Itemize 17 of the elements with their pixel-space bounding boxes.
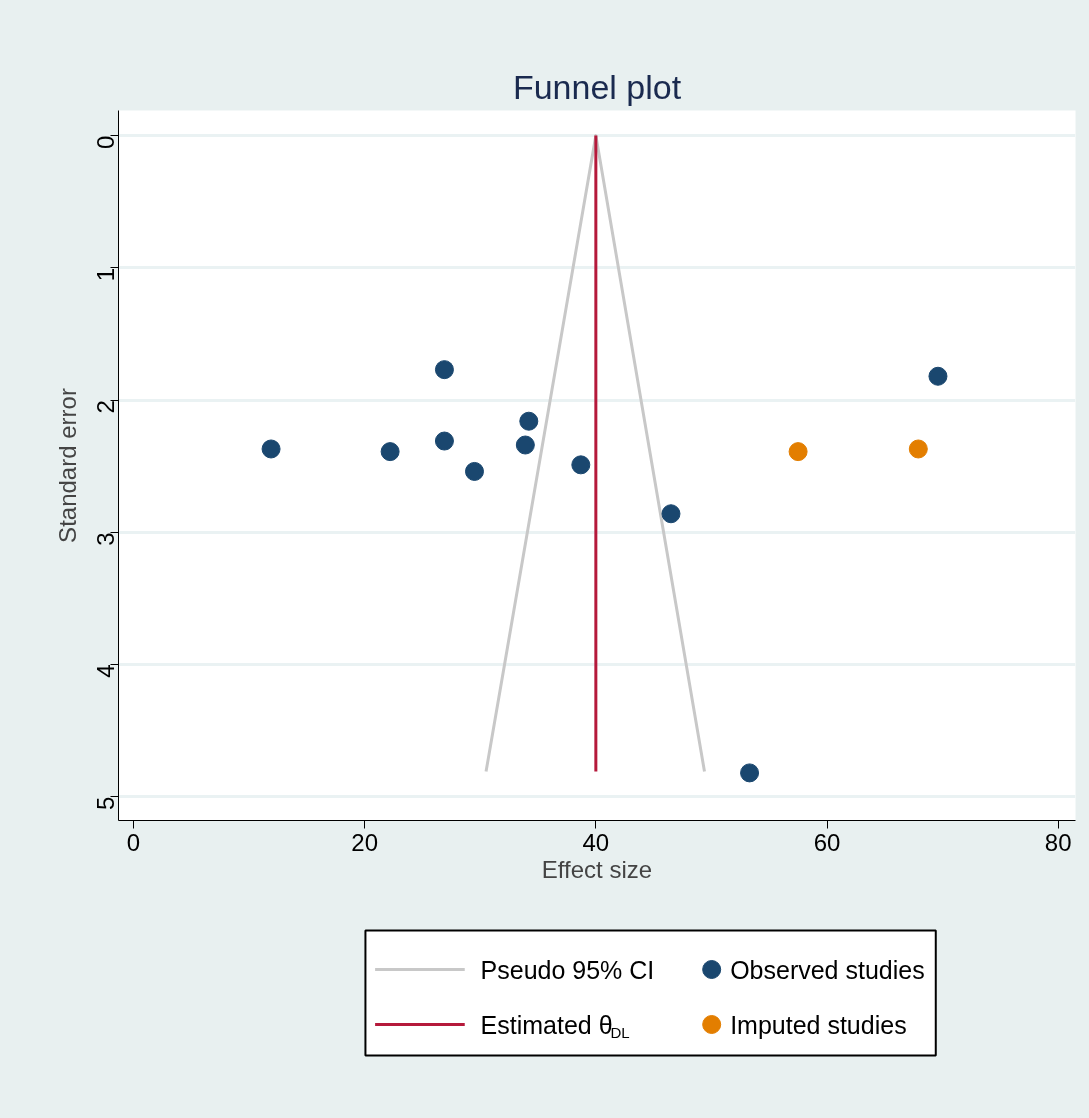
x-tick-label: 20: [351, 828, 379, 856]
y-tick-label: 1: [92, 267, 119, 282]
y-axis-title: Standard error: [53, 388, 81, 543]
x-tick-label: 80: [1044, 828, 1072, 856]
x-axis-title: Effect size: [541, 855, 653, 883]
y-tick-label: 0: [92, 135, 119, 149]
y-tick-label: 2: [92, 400, 119, 414]
legend-label: Pseudo 95% CI: [480, 955, 655, 984]
legend-label: Observed studies: [730, 955, 925, 984]
x-tick-label: 0: [126, 828, 141, 856]
x-tick-label: 60: [813, 828, 841, 856]
legend-label: Imputed studies: [730, 1010, 907, 1039]
y-tick-label: 5: [92, 796, 119, 811]
chart-title: Funnel plot: [512, 67, 682, 106]
y-tick-label: 3: [92, 532, 119, 546]
x-tick-label: 40: [582, 828, 610, 856]
y-tick-label: 4: [92, 664, 119, 678]
